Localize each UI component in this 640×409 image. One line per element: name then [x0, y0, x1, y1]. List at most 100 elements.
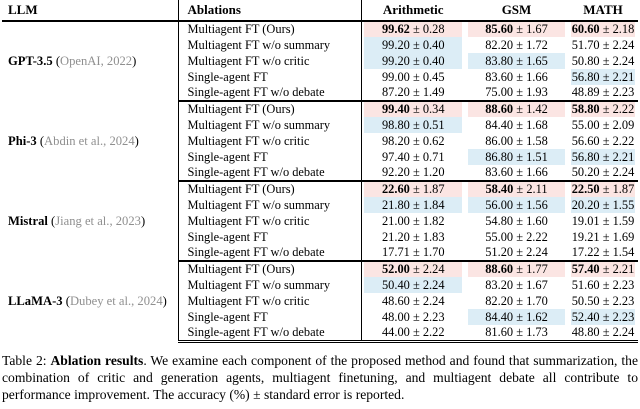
score-value: 98.80 [381, 117, 410, 132]
score-cell-gsm: 83.60 ± 1.66 [465, 165, 568, 182]
score-value: 83.60 [485, 69, 514, 84]
score-cell-arithmetic: 22.60 ± 1.87 [361, 181, 465, 197]
llm-citation: Dubey et al., 2024 [69, 293, 163, 308]
header-row: LLM Ablations Arithmetic GSM MATH [2, 0, 638, 22]
table-row: Multiagent FT w/o summary 99.20 ± 0.40 82.… [2, 37, 638, 53]
score-stderr: ± 1.70 [513, 293, 548, 308]
score-value: 21.00 [381, 213, 410, 228]
score-cell-arithmetic: 99.40 ± 0.34 [361, 101, 465, 117]
score-cell-gsm: 58.40 ± 2.11 [465, 181, 568, 197]
llm-name: Mistral [8, 213, 48, 228]
header-arithmetic: Arithmetic [361, 0, 465, 22]
score-cell-math: 52.40 ± 2.23 [568, 309, 638, 325]
score-stderr: ± 1.62 [513, 309, 548, 324]
ablation-label: Single-agent FT w/o debate [178, 245, 362, 262]
table-row: Multiagent FT w/o summary 98.80 ± 0.51 84.… [2, 117, 638, 133]
score-value: 57.40 [571, 262, 600, 276]
score-value: 48.80 [571, 325, 600, 339]
score-stderr: ± 2.22 [513, 229, 548, 244]
table-header: LLM Ablations Arithmetic GSM MATH [2, 0, 638, 22]
ablation-label: Single-agent FT w/o debate [178, 165, 362, 182]
score-cell-gsm: 88.60 ± 1.77 [465, 261, 568, 277]
score-cell-arithmetic: 52.00 ± 2.24 [361, 261, 465, 277]
score-value: 83.20 [485, 277, 514, 292]
score-cell-math: 56.60 ± 2.22 [568, 133, 638, 149]
score-stderr: ± 1.67 [513, 22, 548, 36]
score-value: 54.80 [485, 213, 514, 228]
score-value: 20.20 [571, 197, 600, 212]
score-stderr: ± 2.22 [599, 102, 635, 116]
score-stderr: ± 1.51 [513, 149, 548, 164]
score-value: 52.00 [381, 262, 410, 276]
ablation-label: Single-agent FT [178, 69, 362, 85]
ablation-label: Multiagent FT w/o summary [178, 37, 362, 53]
score-stderr: ± 0.40 [409, 53, 445, 68]
score-cell-gsm: 75.00 ± 1.93 [465, 85, 568, 102]
score-value: 17.22 [571, 245, 600, 259]
score-stderr: ± 1.49 [409, 85, 445, 99]
score-stderr: ± 1.54 [599, 245, 635, 259]
llm-citation: OpenAI, 2022 [60, 54, 133, 68]
score-cell-math: 48.80 ± 2.24 [568, 325, 638, 343]
score-stderr: ± 1.70 [409, 245, 445, 259]
score-cell-math: 58.80 ± 2.22 [568, 101, 638, 117]
header-gsm: GSM [465, 0, 568, 22]
table-row: Multiagent FT w/o critic 48.60 ± 2.24 82.2… [2, 293, 638, 309]
table-row: Single-agent FT 48.00 ± 2.23 84.40 ± 1.62 5… [2, 309, 638, 325]
score-stderr: ± 2.23 [599, 293, 635, 308]
table-body: GPT-3.5 (OpenAI, 2022) Multiagent FT (Our… [2, 21, 638, 343]
score-stderr: ± 0.51 [409, 117, 445, 132]
score-cell-gsm: 84.40 ± 1.68 [465, 117, 568, 133]
score-value: 86.00 [485, 133, 514, 148]
score-stderr: ± 2.24 [599, 165, 635, 179]
score-value: 50.80 [571, 53, 600, 68]
score-value: 58.40 [485, 182, 514, 196]
score-stderr: ± 1.83 [409, 229, 445, 244]
score-stderr: ± 1.65 [513, 53, 548, 68]
score-value: 60.60 [571, 22, 600, 36]
table-row: Single-agent FT 97.40 ± 0.71 86.80 ± 1.51 5… [2, 149, 638, 165]
caption-prefix: Table 2: [2, 353, 51, 368]
cite-paren-close: ) [134, 133, 139, 148]
score-value: 82.20 [485, 37, 514, 52]
score-value: 92.20 [381, 165, 410, 179]
ablation-table: LLM Ablations Arithmetic GSM MATH GPT-3.… [2, 0, 638, 343]
score-value: 82.20 [485, 293, 514, 308]
score-stderr: ± 2.23 [409, 309, 445, 324]
score-cell-math: 20.20 ± 1.55 [568, 197, 638, 213]
score-stderr: ± 2.24 [513, 245, 548, 259]
llm-citation: Abdin et al., 2024 [44, 133, 135, 148]
ablation-label: Multiagent FT (Ours) [178, 261, 362, 277]
score-stderr: ± 1.87 [409, 182, 445, 196]
score-value: 88.60 [485, 262, 514, 276]
llm-name: LLaMA-3 [8, 293, 63, 308]
score-value: 97.40 [381, 149, 410, 164]
score-stderr: ± 2.21 [599, 149, 635, 164]
table-row: Multiagent FT w/o critic 21.00 ± 1.82 54.8… [2, 213, 638, 229]
score-stderr: ± 1.72 [513, 37, 548, 52]
score-stderr: ± 1.73 [513, 325, 548, 339]
score-value: 19.01 [571, 213, 600, 228]
ablation-label: Single-agent FT [178, 229, 362, 245]
header-llm: LLM [2, 0, 179, 22]
score-stderr: ± 1.84 [409, 197, 445, 212]
score-stderr: ± 2.18 [599, 22, 635, 36]
llm-cell: Mistral (Jiang et al., 2023) [2, 181, 179, 261]
score-value: 75.00 [485, 85, 514, 99]
ablation-label: Multiagent FT w/o summary [178, 277, 362, 293]
score-stderr: ± 1.56 [513, 197, 548, 212]
score-cell-arithmetic: 99.00 ± 0.45 [361, 69, 465, 85]
score-stderr: ± 1.87 [599, 182, 635, 196]
table-row: Single-agent FT w/o debate 44.00 ± 2.22 81… [2, 325, 638, 343]
score-value: 52.40 [571, 309, 600, 324]
score-value: 48.60 [381, 293, 410, 308]
score-cell-arithmetic: 21.80 ± 1.84 [361, 197, 465, 213]
score-cell-arithmetic: 99.20 ± 0.40 [361, 53, 465, 69]
score-cell-gsm: 81.60 ± 1.73 [465, 325, 568, 343]
table-row: Single-agent FT w/o debate 17.71 ± 1.70 51… [2, 245, 638, 262]
score-stderr: ± 1.58 [513, 133, 548, 148]
score-value: 19.21 [571, 229, 600, 244]
score-stderr: ± 2.22 [409, 325, 445, 339]
header-ablations: Ablations [178, 0, 362, 22]
cite-paren-open: ( [65, 293, 70, 308]
